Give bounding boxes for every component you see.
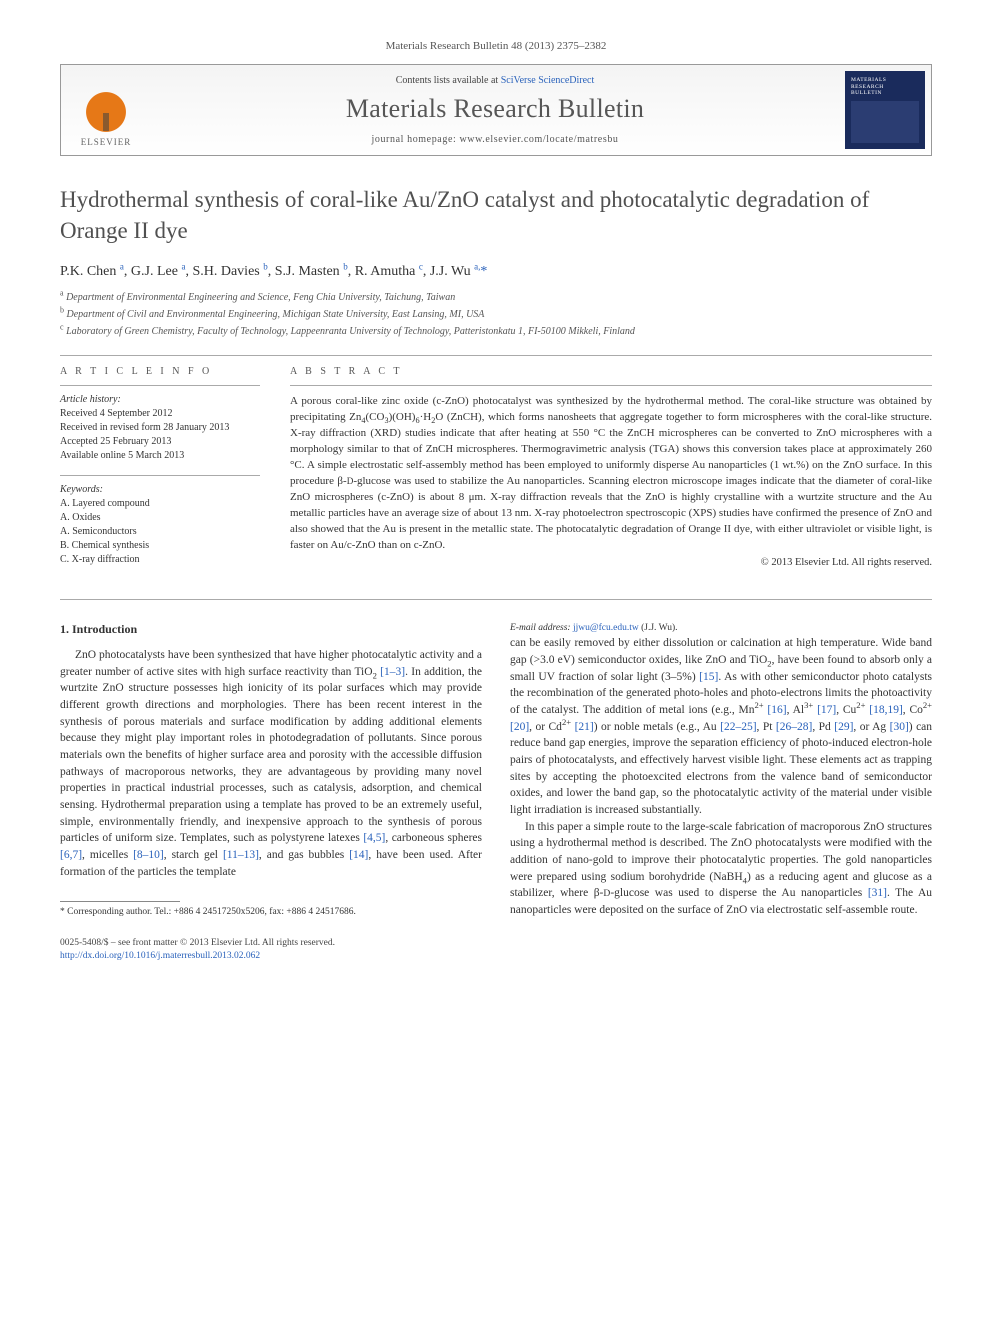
info-abstract-row: A R T I C L E I N F O Article history: R…	[60, 366, 932, 579]
body-two-column: 1. Introduction ZnO photocatalysts have …	[60, 622, 932, 919]
article-info-heading: A R T I C L E I N F O	[60, 366, 260, 377]
page-footer: 0025-5408/$ – see front matter © 2013 El…	[60, 937, 932, 964]
journal-cover-thumbnail: MATERIALS RESEARCH BULLETIN	[845, 71, 925, 149]
keyword-3: A. Semiconductors	[60, 525, 260, 539]
sciencedirect-link[interactable]: SciVerse ScienceDirect	[501, 75, 595, 86]
homepage-prefix: journal homepage:	[371, 134, 459, 145]
history-revised: Received in revised form 28 January 2013	[60, 421, 260, 435]
info-divider	[60, 385, 260, 386]
divider-bottom	[60, 599, 932, 600]
keyword-2: A. Oxides	[60, 511, 260, 525]
cover-label-3: BULLETIN	[851, 90, 919, 97]
cover-mini-image	[851, 101, 919, 143]
contents-prefix: Contents lists available at	[396, 75, 501, 86]
homepage-url[interactable]: www.elsevier.com/locate/matresbu	[459, 134, 618, 145]
history-online: Available online 5 March 2013	[60, 449, 260, 463]
info-divider-2	[60, 475, 260, 476]
journal-name: Materials Research Bulletin	[159, 94, 831, 124]
article-title: Hydrothermal synthesis of coral-like Au/…	[60, 184, 932, 246]
email-label: E-mail address:	[510, 623, 573, 633]
affiliation-b: b Department of Civil and Environmental …	[60, 307, 932, 322]
corresponding-divider	[60, 901, 180, 902]
affiliation-c: c Laboratory of Green Chemistry, Faculty…	[60, 324, 932, 339]
abstract-divider	[290, 385, 932, 386]
history-accepted: Accepted 25 February 2013	[60, 435, 260, 449]
elsevier-tree-icon	[76, 73, 136, 133]
corresponding-email-line: E-mail address: jjwu@fcu.edu.tw (J.J. Wu…	[510, 622, 932, 635]
keyword-1: A. Layered compound	[60, 497, 260, 511]
abstract-text: A porous coral-like zinc oxide (c-ZnO) p…	[290, 394, 932, 553]
cover-label-1: MATERIALS	[851, 77, 919, 84]
section-1-heading: 1. Introduction	[60, 622, 482, 637]
email-suffix: (J.J. Wu).	[639, 623, 678, 633]
elsevier-logo-block: ELSEVIER	[61, 65, 151, 155]
keywords-block: Keywords: A. Layered compound A. Oxides …	[60, 484, 260, 567]
history-received: Received 4 September 2012	[60, 407, 260, 421]
footer-doi-link[interactable]: http://dx.doi.org/10.1016/j.materresbull…	[60, 951, 260, 961]
intro-paragraph-3: In this paper a simple route to the larg…	[510, 819, 932, 919]
divider-top	[60, 355, 932, 356]
abstract-column: A B S T R A C T A porous coral-like zinc…	[290, 366, 932, 579]
contents-available-line: Contents lists available at SciVerse Sci…	[159, 75, 831, 86]
intro-paragraph-1: ZnO photocatalysts have been synthesized…	[60, 647, 482, 880]
journal-homepage-line: journal homepage: www.elsevier.com/locat…	[159, 134, 831, 145]
abstract-heading: A B S T R A C T	[290, 366, 932, 377]
keyword-5: C. X-ray diffraction	[60, 553, 260, 567]
journal-header: ELSEVIER Contents lists available at Sci…	[60, 64, 932, 156]
article-history-block: Article history: Received 4 September 20…	[60, 394, 260, 463]
abstract-copyright: © 2013 Elsevier Ltd. All rights reserved…	[290, 557, 932, 568]
corresponding-email-link[interactable]: jjwu@fcu.edu.tw	[573, 623, 639, 633]
keyword-4: B. Chemical synthesis	[60, 539, 260, 553]
cover-label-2: RESEARCH	[851, 84, 919, 91]
intro-paragraph-2: can be easily removed by either dissolut…	[510, 635, 932, 818]
history-label: Article history:	[60, 394, 260, 405]
article-info-column: A R T I C L E I N F O Article history: R…	[60, 366, 260, 579]
citation-line: Materials Research Bulletin 48 (2013) 23…	[60, 40, 932, 52]
elsevier-label: ELSEVIER	[81, 137, 132, 147]
header-center: Contents lists available at SciVerse Sci…	[151, 65, 839, 155]
author-list: P.K. Chen a, G.J. Lee a, S.H. Davies b, …	[60, 264, 932, 280]
footer-front-matter: 0025-5408/$ – see front matter © 2013 El…	[60, 937, 932, 950]
corresponding-author-line: * Corresponding author. Tel.: +886 4 245…	[60, 906, 482, 919]
keywords-label: Keywords:	[60, 484, 260, 495]
affiliation-a: a Department of Environmental Engineerin…	[60, 290, 932, 305]
